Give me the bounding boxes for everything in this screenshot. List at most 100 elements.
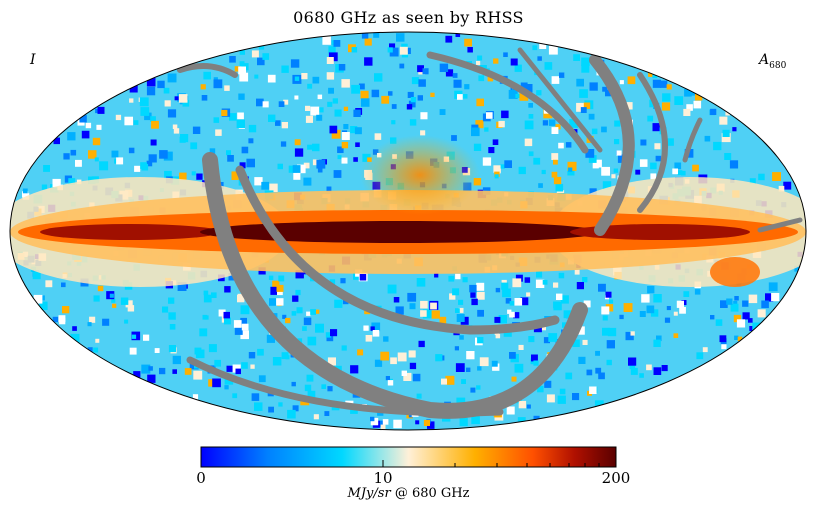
noise-pixel: [466, 367, 471, 372]
noise-pixel: [302, 326, 307, 331]
noise-pixel: [409, 362, 417, 370]
noise-pixel: [548, 45, 558, 55]
noise-pixel: [528, 336, 535, 343]
noise-pixel: [605, 304, 614, 312]
noise-pixel: [96, 124, 102, 130]
noise-pixel: [482, 157, 492, 166]
noise-pixel: [70, 149, 77, 156]
noise-pixel: [458, 307, 464, 313]
noise-pixel: [560, 295, 569, 304]
noise-pixel: [329, 125, 338, 134]
noise-pixel: [555, 183, 564, 192]
noise-pixel: [328, 87, 334, 94]
noise-pixel: [146, 77, 156, 87]
noise-pixel: [518, 400, 527, 409]
noise-pixel: [629, 363, 636, 370]
noise-pixel: [393, 419, 402, 429]
noise-pixel: [661, 365, 668, 372]
noise-pixel: [283, 99, 289, 105]
noise-pixel: [583, 300, 591, 308]
noise-pixel: [646, 305, 655, 314]
noise-pixel: [79, 115, 87, 123]
noise-pixel: [674, 162, 682, 170]
masked-arc-4: [589, 54, 635, 236]
central-bulge: [360, 135, 480, 215]
noise-pixel: [174, 96, 179, 101]
noise-pixel: [239, 49, 245, 55]
noise-pixel: [613, 168, 618, 173]
noise-pixel: [33, 294, 43, 304]
noise-pixel: [277, 163, 283, 170]
noise-pixel: [607, 327, 617, 337]
noise-pixel: [508, 89, 518, 99]
noise-pixel: [272, 280, 280, 288]
noise-pixel: [423, 419, 430, 426]
noise-pixel: [602, 181, 612, 190]
noise-pixel: [359, 274, 367, 281]
noise-pixel: [341, 79, 350, 88]
noise-pixel: [334, 109, 342, 117]
noise-pixel: [316, 114, 323, 121]
noise-pixel: [163, 87, 170, 94]
noise-pixel: [301, 73, 308, 80]
noise-pixel: [681, 170, 686, 176]
noise-pixel: [683, 108, 691, 116]
noise-pixel: [453, 79, 462, 88]
noise-pixel: [248, 352, 256, 359]
noise-pixel: [765, 293, 774, 302]
noise-pixel: [148, 154, 157, 163]
noise-pixel: [635, 169, 641, 175]
noise-pixel: [68, 178, 76, 185]
noise-pixel: [417, 95, 423, 101]
noise-pixel: [246, 158, 255, 168]
noise-pixel: [653, 339, 661, 347]
noise-pixel: [533, 157, 541, 165]
noise-pixel: [650, 309, 659, 317]
noise-pixel: [459, 417, 468, 426]
noise-pixel: [524, 120, 534, 130]
noise-pixel: [341, 157, 348, 164]
noise-pixel: [361, 32, 369, 39]
noise-pixel: [403, 372, 412, 381]
colorbar-unit: MJy/sr: [347, 486, 391, 501]
noise-pixel: [688, 89, 695, 96]
noise-pixel: [322, 36, 331, 45]
noise-pixel: [748, 318, 753, 323]
noise-pixel: [147, 374, 156, 383]
noise-pixel: [710, 108, 717, 115]
noise-pixel: [317, 167, 323, 173]
noise-pixel: [524, 277, 531, 283]
noise-pixel: [732, 127, 737, 132]
noise-pixel: [292, 405, 299, 412]
noise-pixel: [558, 142, 564, 149]
noise-pixel: [476, 282, 485, 291]
noise-pixel: [778, 185, 785, 192]
noise-pixel: [89, 316, 96, 323]
noise-pixel: [318, 107, 324, 113]
noise-pixel: [420, 310, 427, 317]
noise-pixel: [737, 336, 743, 342]
noise-pixel: [333, 170, 342, 178]
noise-pixel: [390, 357, 397, 365]
noise-pixel: [262, 53, 270, 60]
noise-pixel: [393, 297, 400, 303]
noise-pixel: [364, 38, 372, 46]
noise-pixel: [412, 373, 421, 382]
masked-arc-10: [757, 217, 803, 233]
noise-pixel: [422, 309, 432, 319]
noise-pixel: [445, 69, 454, 77]
noise-pixel: [646, 364, 652, 371]
noise-pixel: [551, 171, 558, 178]
noise-pixel: [232, 393, 238, 399]
noise-pixel: [470, 292, 476, 298]
colorbar-tick-label-min: 0: [196, 469, 206, 487]
noise-pixel: [238, 93, 245, 100]
noise-pixel: [240, 317, 247, 325]
noise-pixel: [360, 90, 369, 99]
noise-pixel: [476, 291, 485, 300]
noise-pixel: [537, 385, 544, 393]
noise-pixel: [515, 274, 523, 282]
noise-pixel: [112, 303, 117, 308]
noise-pixel: [653, 367, 662, 375]
noise-pixel: [524, 138, 533, 147]
